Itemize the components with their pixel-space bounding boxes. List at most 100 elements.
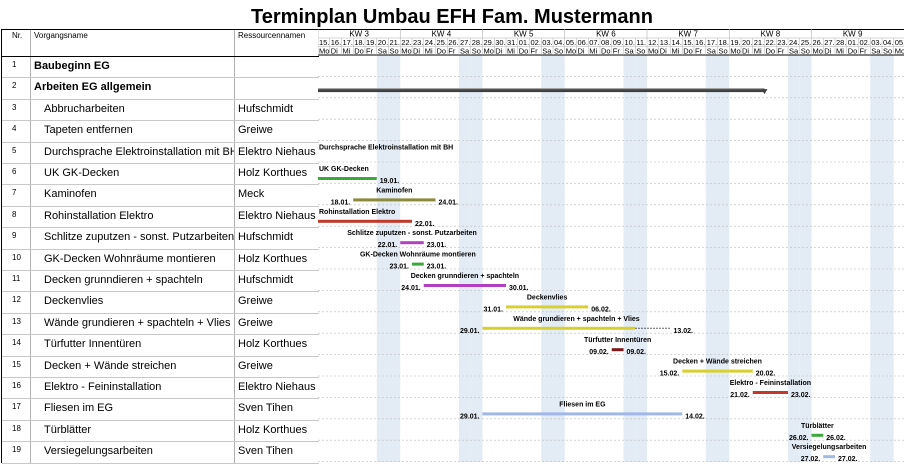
task-bar (506, 305, 589, 309)
date-label: 16. (331, 38, 341, 47)
task-resource: Hufschmidt (238, 231, 294, 244)
weekend-shade (388, 55, 401, 462)
date-label: 24. (425, 38, 435, 47)
task-name: Versiegelungsarbeiten (44, 445, 153, 458)
task-end-date: 23.02. (791, 392, 811, 399)
task-end-date: 09.02. (627, 349, 647, 356)
date-label: 18. (354, 38, 364, 47)
row-number: 14 (12, 338, 21, 348)
date-label: 28. (836, 38, 846, 47)
date-label: 26. (813, 38, 823, 47)
task-resource: Elektro Niehaus (238, 209, 316, 222)
date-label: 29. (484, 38, 494, 47)
date-label: 19. (730, 38, 740, 47)
task-resource: Meck (238, 188, 265, 201)
task-resource: Hufschmidt (238, 274, 294, 286)
weekday-label: Mi (754, 47, 762, 56)
task-end-date: 14.02. (685, 413, 705, 420)
task-start-date: 15.02. (660, 371, 680, 378)
task-resource: Holz Korthues (238, 338, 308, 351)
date-label: 26. (448, 38, 458, 47)
task-resource: Elektro Niehaus (238, 381, 316, 393)
row-divider (2, 205, 319, 207)
task-name: Deckenvlies (44, 295, 104, 308)
task-name: Rohinstallation Elektro (44, 209, 154, 222)
date-label: 31. (507, 38, 517, 47)
date-label: 17. (343, 38, 353, 47)
task-bar (811, 433, 824, 437)
row-divider (2, 270, 319, 271)
row-divider (2, 355, 319, 357)
task-bar-label: Kaminofen (376, 187, 412, 194)
task-end-date: 27.02. (838, 456, 858, 462)
task-end-date: 20.02. (756, 371, 776, 378)
weekday-label: So (719, 47, 728, 56)
task-start-date: 24.01. (401, 285, 421, 292)
date-label: 06. (578, 38, 588, 47)
column-divider (234, 30, 235, 463)
task-start-date: 29.01. (460, 328, 480, 335)
weekday-label: Sa (789, 47, 799, 56)
task-name: Decken grunndieren + spachteln (44, 274, 203, 286)
date-label: 03. (542, 38, 552, 47)
task-bar-label: Türfutter Innentüren (584, 337, 651, 344)
task-resource: Sven Tihen (238, 402, 294, 415)
weekday-label: Mo (401, 47, 411, 56)
week-label: KW 7 (678, 30, 698, 39)
task-name: Wände grundieren + spachteln + Vlies (44, 316, 231, 329)
row-number: 11 (12, 274, 21, 283)
weekend-shade (470, 55, 483, 462)
task-resource: Sven Tihen (238, 445, 294, 458)
row-number: 1 (12, 60, 17, 69)
row-divider (2, 163, 319, 164)
task-end-date: 22.01. (415, 221, 435, 228)
weekday-label: Fr (777, 47, 785, 56)
date-label: 09. (613, 38, 623, 47)
gantt-table: Nr. Vorgangsname Ressourcennamen 1 Baubeg… (1, 29, 904, 464)
row-divider (2, 141, 319, 143)
task-start-date: 31.01. (484, 306, 504, 313)
task-name: Fliesen im EG (44, 402, 114, 415)
date-label: 19. (366, 38, 376, 47)
task-name: Kaminofen (44, 188, 97, 201)
summary-end-marker (761, 89, 768, 95)
week-label: KW 3 (349, 30, 369, 39)
task-name: Tapeten entfernen (44, 124, 133, 137)
row-divider (2, 98, 319, 100)
row-number: 9 (12, 231, 17, 241)
date-label: 08. (601, 38, 611, 47)
task-bar (752, 391, 788, 394)
weekday-label: Do (437, 47, 447, 56)
row-number: 13 (12, 316, 21, 326)
weekend-shade (541, 55, 553, 462)
task-end-date: 30.01. (509, 285, 529, 292)
date-label: 13. (660, 38, 670, 47)
task-bar-label: Versiegelungsarbeiten (792, 444, 867, 451)
task-bar-label: UK GK-Decken (319, 166, 369, 173)
date-label: 01. (848, 38, 858, 47)
row-divider (2, 312, 319, 314)
weekday-label: Do (354, 47, 364, 56)
weekday-label: Mi (507, 47, 515, 56)
date-label: 11. (636, 38, 646, 47)
row-divider (2, 398, 319, 400)
task-resource: Greiwe (238, 359, 273, 372)
weekday-label: Sa (625, 47, 635, 56)
weekday-label: Mo (895, 47, 904, 56)
task-resource: Holz Korthues (238, 252, 308, 265)
weekday-label: Mo (648, 47, 658, 56)
weekday-label: Do (766, 47, 776, 56)
row-divider (2, 462, 319, 464)
date-label: 05. (566, 38, 576, 47)
task-resource: Greiwe (238, 295, 273, 308)
summary-bar (318, 89, 765, 93)
task-bar (611, 348, 624, 352)
task-bar-label: Schlitze zuputzen - sonst. Putzarbeiten (347, 230, 477, 237)
date-label: 02. (531, 38, 541, 47)
week-label: KW 8 (761, 30, 781, 39)
task-bar-label: Rohinstallation Elektro (319, 209, 395, 216)
date-label: 17. (707, 38, 717, 47)
task-end-date: 24.01. (439, 199, 459, 206)
weekday-label: Sa (707, 47, 717, 56)
task-resource: Greiwe (238, 124, 273, 137)
